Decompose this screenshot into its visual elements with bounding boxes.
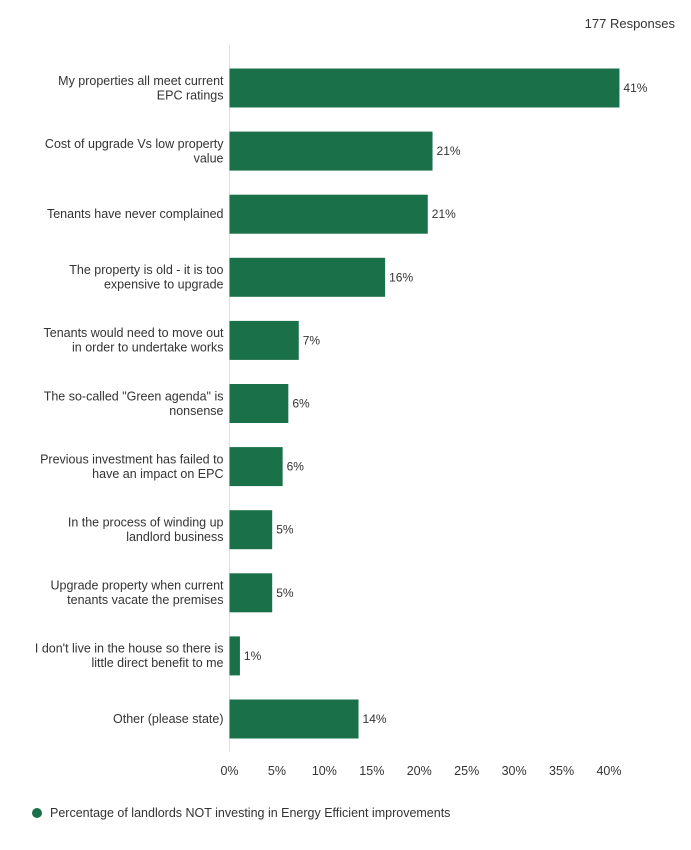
bar[interactable] — [229, 447, 283, 487]
x-tick-label: 15% — [359, 764, 384, 778]
bar[interactable] — [229, 510, 273, 550]
bar[interactable] — [229, 194, 428, 234]
bar-value-label: 5% — [276, 586, 294, 600]
bar-value-label: 41% — [623, 81, 647, 95]
legend-marker — [32, 808, 42, 818]
x-tick-label: 20% — [407, 764, 432, 778]
category-label: Cost of upgrade Vs low property value — [45, 137, 224, 166]
category-label: Upgrade property when current tenants vac… — [50, 579, 224, 608]
bar-value-label: 21% — [432, 207, 456, 221]
category-label: My properties all meet current EPC rating… — [58, 74, 224, 103]
category-label: The property is old - it is too expensive… — [69, 263, 223, 292]
x-tick-label: 5% — [268, 764, 286, 778]
bar[interactable] — [229, 68, 620, 108]
category-label: I don't live in the house so there is lit… — [35, 642, 224, 671]
legend[interactable]: Percentage of landlords NOT investing in… — [32, 806, 450, 820]
x-tick-label: 30% — [502, 764, 527, 778]
response-count: 177 Responses — [584, 16, 675, 31]
bar[interactable] — [229, 257, 386, 297]
bar-value-label: 6% — [292, 397, 310, 411]
legend-label: Percentage of landlords NOT investing in… — [50, 806, 451, 820]
bar-value-label: 14% — [363, 712, 387, 726]
category-label: The so-called "Green agenda" is nonsense — [44, 389, 224, 418]
bar-value-label: 1% — [244, 649, 262, 663]
bar[interactable] — [229, 384, 289, 423]
category-label: In the process of winding up landlord bus… — [68, 515, 224, 544]
x-tick-label: 35% — [549, 764, 574, 778]
bar[interactable] — [229, 320, 299, 360]
bar[interactable] — [229, 636, 240, 676]
x-tick-label: 40% — [596, 764, 621, 778]
x-tick-label: 10% — [312, 764, 337, 778]
bar[interactable] — [229, 699, 359, 739]
category-label: Tenants would need to move out in order t… — [44, 326, 225, 355]
bar-value-label: 16% — [389, 270, 413, 284]
category-label: Tenants have never complained — [47, 207, 224, 221]
bar-value-label: 5% — [276, 523, 294, 537]
category-label: Other (please state) — [113, 712, 223, 726]
category-label: Previous investment has failed to have an… — [40, 452, 223, 481]
x-tick-label: 25% — [454, 764, 479, 778]
x-tick-label: 0% — [220, 764, 238, 778]
bar[interactable] — [229, 131, 433, 171]
bar-value-label: 7% — [303, 333, 321, 347]
bar[interactable] — [229, 573, 273, 613]
bar-value-label: 6% — [287, 460, 305, 474]
bar-value-label: 21% — [437, 144, 461, 158]
